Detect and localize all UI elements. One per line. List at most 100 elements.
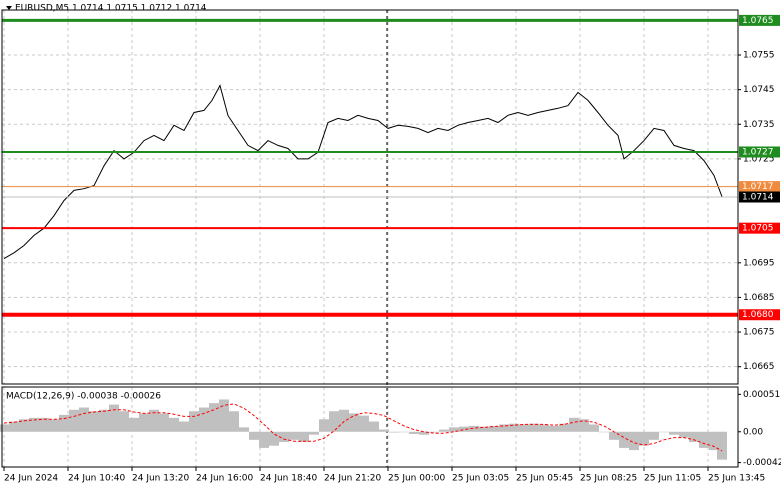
- histogram-bar: [499, 424, 509, 432]
- histogram-bar: [99, 409, 109, 432]
- histogram-bar: [459, 426, 469, 432]
- histogram-bar: [209, 403, 219, 432]
- y-tick-label: 1.0735: [743, 120, 775, 130]
- histogram-bar: [599, 431, 609, 433]
- histogram-bar: [269, 431, 279, 446]
- histogram-bar: [9, 421, 19, 432]
- y-tick-label: 1.0665: [743, 362, 775, 372]
- histogram-bar: [199, 407, 209, 432]
- histogram-bar: [689, 431, 699, 443]
- histogram-bar: [49, 419, 59, 432]
- x-tick-label: 24 Jun 18:40: [260, 474, 317, 484]
- histogram-bar: [549, 425, 559, 432]
- x-tick-label: 25 Jun 03:05: [452, 474, 509, 484]
- y-tick-label: 1.0695: [743, 258, 775, 268]
- histogram-bar: [569, 417, 579, 432]
- y-tick-label: -0.00042: [743, 458, 781, 468]
- histogram-bar: [649, 431, 659, 440]
- histogram-bar: [439, 429, 449, 432]
- data-layer: [0, 18, 738, 460]
- histogram-bar: [339, 409, 349, 432]
- histogram-bar: [709, 431, 719, 451]
- histogram-bar: [179, 421, 189, 432]
- histogram-bar: [679, 431, 689, 438]
- histogram-bar: [19, 419, 29, 432]
- histogram-bar: [589, 424, 599, 432]
- histogram-bar: [289, 431, 299, 440]
- level-label-bg: [739, 146, 780, 158]
- price-line: [3, 403, 723, 452]
- level-label: 1.0717: [742, 182, 774, 192]
- histogram-bar: [109, 404, 119, 432]
- histogram-bar: [219, 399, 229, 432]
- histogram-bar: [39, 417, 49, 432]
- y-tick-label: 1.0685: [743, 293, 775, 303]
- level-label-bg: [739, 14, 780, 26]
- histogram-bar: [349, 413, 359, 432]
- histogram-bar: [129, 417, 139, 432]
- histogram-bar: [229, 411, 239, 432]
- x-tick-label: 25 Jun 00:00: [388, 474, 445, 484]
- histogram-bar: [29, 417, 39, 432]
- y-tick-label: 0.00: [743, 427, 763, 437]
- level-label-bg: [739, 181, 780, 193]
- histogram-bar: [699, 431, 709, 448]
- histogram-bar: [69, 409, 79, 432]
- chart-title: EURUSD,M5 1.0714 1.0715 1.0712 1.0714: [15, 4, 207, 14]
- histogram-bar: [79, 407, 89, 432]
- histogram-bar: [239, 427, 249, 432]
- menu-triangle: [6, 6, 12, 10]
- y-tick-label: 0.00051: [743, 390, 780, 400]
- histogram-bar: [609, 431, 619, 440]
- histogram-bar: [379, 429, 389, 432]
- histogram-bar: [159, 413, 169, 432]
- histogram-bar: [259, 431, 269, 448]
- histogram-bar: [659, 431, 669, 433]
- histogram-bar: [717, 431, 727, 460]
- histogram-bar: [639, 431, 649, 446]
- y-tick-label: 1.0725: [743, 154, 775, 164]
- histogram-bar: [519, 424, 529, 432]
- histogram-bar: [59, 414, 69, 432]
- x-tick-label: 25 Jun 13:45: [708, 474, 765, 484]
- histogram-bar: [369, 421, 379, 432]
- histogram-bar: [119, 411, 129, 432]
- histogram-bar: [409, 431, 419, 434]
- histogram-bar: [429, 431, 439, 433]
- level-label: 1.0727: [742, 147, 774, 157]
- level-label-bg: [739, 191, 780, 203]
- histogram-bar: [619, 431, 629, 448]
- histogram-bar: [139, 413, 149, 432]
- main-pane-frame: [1, 9, 739, 385]
- x-tick-label: 24 Jun 13:20: [132, 474, 189, 484]
- y-tick-label: 1.0745: [743, 85, 775, 95]
- histogram-bar: [399, 431, 409, 433]
- level-label: 1.0705: [742, 224, 774, 234]
- histogram-bar: [629, 431, 639, 451]
- x-tick-label: 24 Jun 16:00: [196, 474, 253, 484]
- histogram-bar: [0, 424, 9, 432]
- histogram-bar: [669, 431, 679, 435]
- histogram-bar: [189, 411, 199, 432]
- y-tick-label: 1.0675: [743, 328, 775, 338]
- histogram-bar: [319, 419, 329, 432]
- histogram-bar: [419, 431, 429, 435]
- histogram-bar: [299, 431, 309, 443]
- level-label: 1.0765: [742, 16, 774, 26]
- macd-title: MACD(12,26,9) -0.00038 -0.00026: [6, 392, 161, 402]
- histogram-bar: [509, 423, 519, 432]
- histogram-bar: [529, 423, 539, 432]
- histogram-bar: [479, 426, 489, 432]
- histogram-bar: [249, 431, 259, 440]
- histogram-bar: [449, 427, 459, 432]
- level-label: 1.0680: [742, 310, 774, 320]
- price-line: [3, 84, 723, 260]
- histogram-bar: [539, 424, 549, 432]
- histogram-bar: [359, 415, 369, 432]
- histogram-bar: [489, 425, 499, 432]
- histogram-bar: [279, 431, 289, 443]
- histogram-bar: [309, 431, 319, 435]
- level-label-bg: [739, 222, 780, 234]
- histogram-bar: [149, 409, 159, 432]
